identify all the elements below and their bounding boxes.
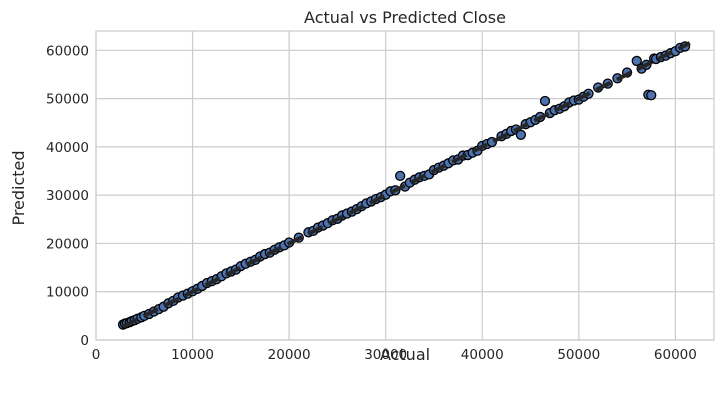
x-tick-label: 10000 <box>171 347 214 363</box>
data-point <box>515 129 527 140</box>
x-tick-label: 50000 <box>557 347 600 363</box>
tick-labels: 0 10000 20000 30000 40000 50000 60000 0 10000 200… <box>46 43 697 363</box>
data-point <box>539 95 551 107</box>
data-point <box>395 170 406 181</box>
x-tick-label: 20000 <box>268 347 311 363</box>
y-tick-label: 20000 <box>46 236 89 252</box>
y-tick-label: 60000 <box>46 43 89 59</box>
x-tick-label: 30000 <box>364 347 407 363</box>
x-tick-label: 40000 <box>461 347 504 363</box>
y-tick-label: 0 <box>80 333 89 349</box>
x-axis-label: Actual <box>380 345 430 364</box>
plot-area-frame <box>95 30 715 341</box>
y-tick-label: 10000 <box>46 285 89 301</box>
chart-title: Actual vs Predicted Close <box>304 8 506 27</box>
data-point <box>646 90 657 101</box>
data-point <box>631 55 642 67</box>
y-tick-label: 40000 <box>46 140 89 156</box>
reference-line <box>122 41 691 329</box>
y-axis-label: Predicted <box>9 150 28 225</box>
y-tick-label: 30000 <box>46 188 89 204</box>
x-tick-label: 0 <box>92 347 101 363</box>
y-tick-label: 50000 <box>46 92 89 108</box>
x-tick-label: 60000 <box>654 347 697 363</box>
